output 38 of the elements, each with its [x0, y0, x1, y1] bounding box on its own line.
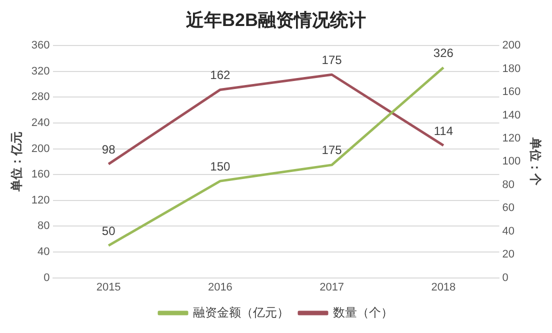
y2-tick-label: 200	[502, 40, 521, 52]
y2-tick-label: 140	[502, 109, 521, 122]
x-tick-label: 2016	[208, 281, 232, 294]
y-tick-label: 200	[31, 142, 50, 155]
y-tick-label: 80	[38, 220, 50, 232]
data-label: 326	[433, 46, 454, 60]
y-axis-title: 单位：亿元	[10, 132, 24, 193]
y-tick-label: 120	[31, 194, 50, 206]
chart-title: 近年B2B融资情况统计	[184, 10, 366, 30]
y-tick-label: 0	[44, 272, 50, 284]
legend-label: 数量（个）	[333, 305, 393, 320]
y-tick-label: 280	[31, 91, 50, 104]
y-tick-label: 160	[31, 168, 50, 181]
x-tick-label: 2017	[320, 281, 344, 294]
y2-tick-label: 0	[502, 272, 508, 284]
data-label: 150	[210, 159, 231, 174]
y2-tick-label: 160	[502, 86, 521, 98]
x-tick-label: 2018	[431, 281, 456, 294]
data-label: 114	[434, 124, 454, 138]
y-tick-label: 360	[31, 40, 50, 52]
y2-tick-label: 180	[502, 62, 521, 75]
y2-tick-label: 120	[502, 132, 521, 145]
y2-tick-label: 60	[502, 202, 514, 214]
data-label: 175	[322, 52, 342, 67]
y2-tick-label: 20	[502, 248, 514, 261]
y2-tick-label: 80	[502, 178, 514, 191]
y-tick-label: 240	[31, 117, 50, 130]
legend-label: 融资金额（亿元）	[193, 305, 289, 320]
data-label: 98	[102, 142, 116, 156]
data-label: 175	[322, 143, 342, 158]
y-tick-label: 320	[31, 65, 50, 78]
y-tick-label: 40	[38, 246, 50, 258]
x-tick-label: 2015	[96, 281, 121, 294]
data-label: 162	[210, 68, 231, 82]
data-label: 50	[102, 224, 116, 238]
y2-tick-label: 100	[502, 156, 521, 168]
y2-tick-label: 40	[502, 225, 514, 238]
y2-axis-title: 单位：个	[528, 136, 542, 187]
